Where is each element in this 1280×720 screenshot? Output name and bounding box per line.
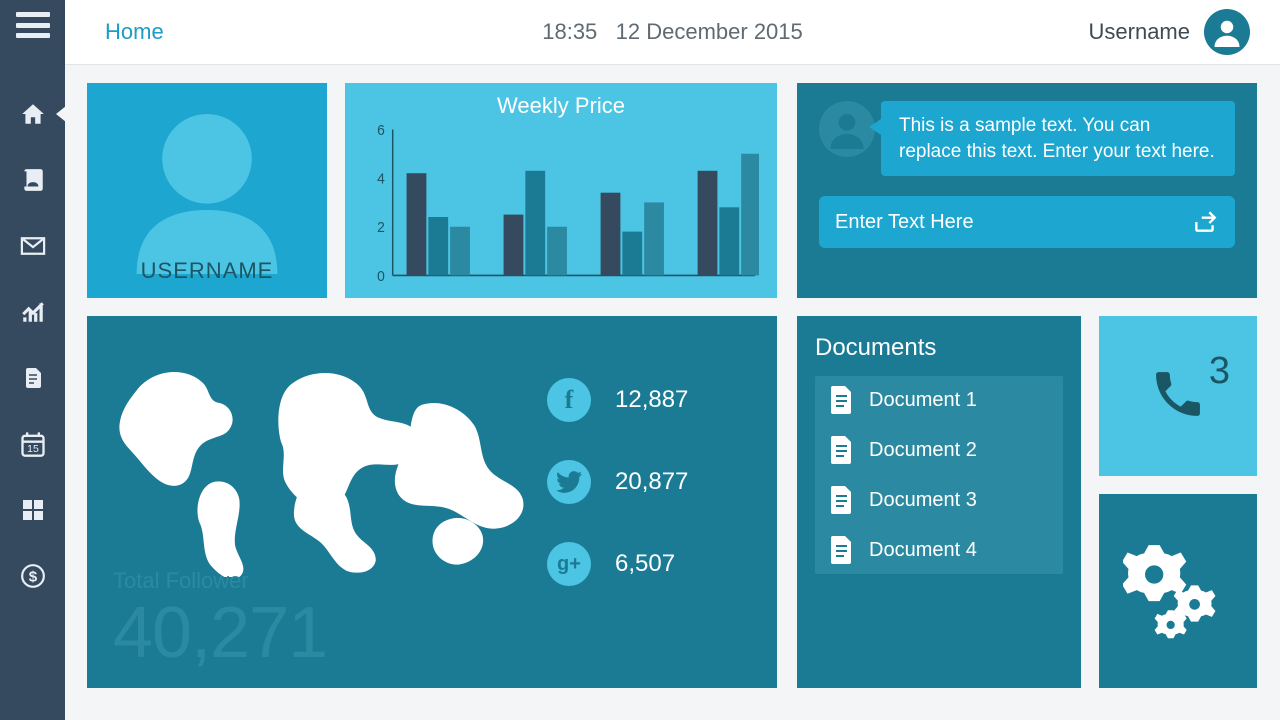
message-bubble: This is a sample text. You can replace t…: [881, 101, 1235, 176]
facebook-icon: f: [547, 378, 591, 422]
document-icon: [829, 386, 853, 414]
message-input[interactable]: Enter Text Here: [819, 196, 1235, 248]
svg-text:$: $: [28, 568, 37, 585]
document-icon: [829, 486, 853, 514]
chart-title: Weekly Price: [363, 93, 759, 119]
hamburger-icon[interactable]: [16, 12, 50, 38]
content: USERNAME Weekly Price 0 2 4 6 This is a sam…: [65, 65, 1280, 720]
sidebar: 15 $: [0, 0, 65, 720]
message-input-placeholder: Enter Text Here: [835, 211, 974, 234]
followers-card: Total Follower 40,271 f 12,887 20,877 g+ …: [87, 316, 777, 688]
svg-text:0: 0: [377, 268, 385, 284]
social-twitter[interactable]: 20,877: [547, 460, 688, 504]
svg-text:2: 2: [377, 220, 385, 237]
documents-title: Documents: [815, 334, 1063, 362]
chart-area: 0 2 4 6: [363, 123, 759, 284]
header-time: 18:35: [542, 19, 597, 44]
total-follower-value: 40,271: [113, 592, 327, 674]
twitter-icon: [547, 460, 591, 504]
avatar[interactable]: [1204, 9, 1250, 55]
nav-contacts[interactable]: [0, 160, 65, 200]
calls-count: 3: [1209, 350, 1230, 393]
total-follower-label: Total Follower: [113, 568, 249, 594]
profile-card: USERNAME: [87, 83, 327, 298]
nav-calendar[interactable]: 15: [0, 424, 65, 464]
documents-card: Documents Document 1 Document 2 Document…: [797, 316, 1081, 688]
profile-username: USERNAME: [141, 258, 274, 284]
gplus-icon: g+: [547, 542, 591, 586]
world-map-icon: [107, 346, 527, 577]
weekly-price-card: Weekly Price 0 2 4 6: [345, 83, 777, 298]
document-item[interactable]: Document 3: [829, 486, 1049, 514]
header-username: Username: [1089, 19, 1190, 45]
svg-text:4: 4: [377, 171, 385, 188]
nav-apps[interactable]: [0, 490, 65, 530]
twitter-value: 20,877: [615, 468, 688, 496]
facebook-value: 12,887: [615, 386, 688, 414]
document-item[interactable]: Document 1: [829, 386, 1049, 414]
message-card: This is a sample text. You can replace t…: [797, 83, 1257, 298]
svg-text:6: 6: [377, 123, 385, 139]
document-label: Document 2: [869, 439, 977, 462]
document-label: Document 4: [869, 539, 977, 562]
breadcrumb-home[interactable]: Home: [105, 19, 164, 45]
gears-icon: [1123, 536, 1233, 646]
header-datetime: 18:35 12 December 2015: [542, 19, 803, 45]
share-icon[interactable]: [1191, 209, 1219, 235]
document-icon: [829, 536, 853, 564]
profile-silhouette-icon: [127, 98, 287, 274]
document-item[interactable]: Document 2: [829, 436, 1049, 464]
header-user[interactable]: Username: [1089, 9, 1250, 55]
document-item[interactable]: Document 4: [829, 536, 1049, 564]
nav-money[interactable]: $: [0, 556, 65, 596]
social-list: f 12,887 20,877 g+ 6,507: [547, 378, 688, 586]
nav-home[interactable]: [0, 94, 65, 134]
documents-list: Document 1 Document 2 Document 3 Documen…: [815, 376, 1063, 574]
social-gplus[interactable]: g+ 6,507: [547, 542, 688, 586]
gplus-value: 6,507: [615, 550, 675, 578]
nav-stats[interactable]: [0, 292, 65, 332]
message-avatar-icon: [819, 101, 875, 157]
svg-text:15: 15: [27, 443, 39, 455]
social-facebook[interactable]: f 12,887: [547, 378, 688, 422]
nav-mail[interactable]: [0, 226, 65, 266]
header: Home 18:35 12 December 2015 Username: [65, 0, 1280, 65]
settings-card[interactable]: [1099, 494, 1257, 688]
calls-card[interactable]: 3: [1099, 316, 1257, 476]
nav-documents[interactable]: [0, 358, 65, 398]
header-date: 12 December 2015: [616, 19, 803, 44]
document-icon: [829, 436, 853, 464]
phone-icon: [1150, 366, 1206, 422]
document-label: Document 3: [869, 489, 977, 512]
document-label: Document 1: [869, 389, 977, 412]
